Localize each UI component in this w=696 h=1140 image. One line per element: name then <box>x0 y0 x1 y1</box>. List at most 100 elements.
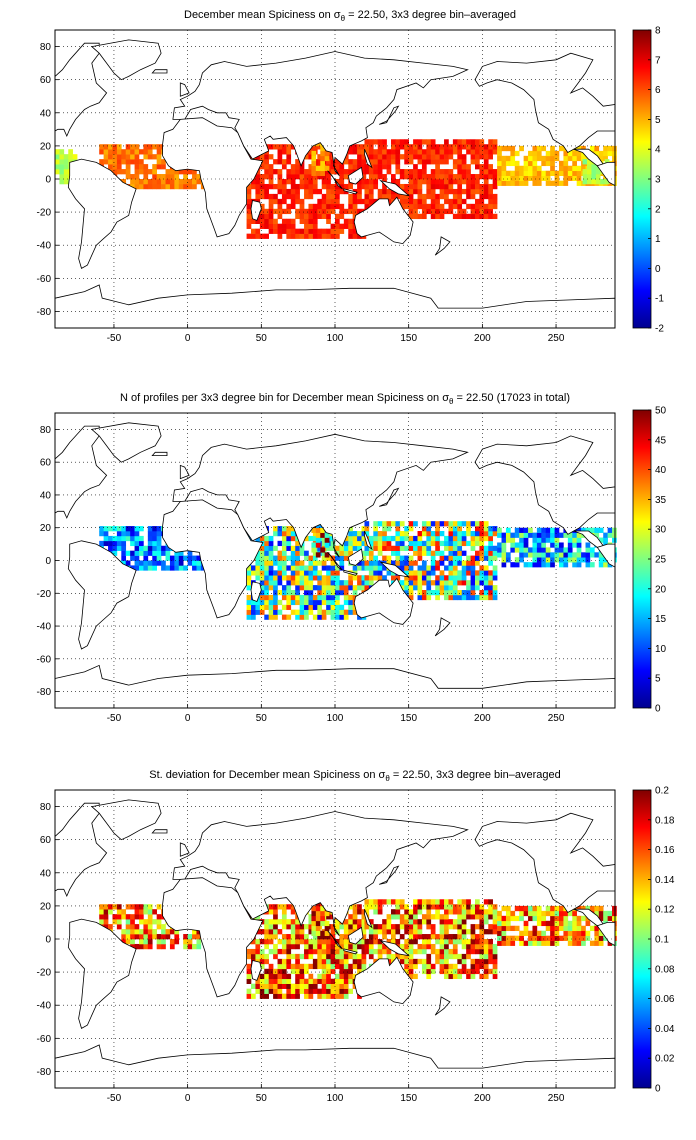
data-cell <box>475 535 480 542</box>
data-cell <box>395 526 401 532</box>
data-cell <box>308 149 314 155</box>
data-cell <box>308 555 314 561</box>
data-cell <box>321 174 327 180</box>
data-cell <box>103 154 109 160</box>
data-cell <box>483 594 489 601</box>
data-cell <box>413 188 418 195</box>
data-cell <box>404 953 409 960</box>
data-cell <box>470 179 476 185</box>
data-cell <box>413 963 418 970</box>
data-cell <box>528 930 533 936</box>
data-cell <box>470 924 476 930</box>
data-cell <box>501 145 507 152</box>
data-cell <box>348 223 353 229</box>
data-cell <box>377 948 383 955</box>
data-cell <box>343 939 349 945</box>
data-cell <box>320 160 325 167</box>
data-cell <box>523 527 529 533</box>
data-cell <box>255 183 261 190</box>
data-cell <box>550 155 555 162</box>
data-cell <box>519 905 524 912</box>
coastline <box>67 540 137 650</box>
data-cell <box>466 585 471 591</box>
data-cell <box>488 540 493 547</box>
data-cell <box>479 139 485 145</box>
data-cell <box>488 939 493 945</box>
data-cell <box>311 170 317 176</box>
data-cell <box>308 948 314 955</box>
data-cell <box>598 562 604 568</box>
data-cell <box>348 144 353 150</box>
data-cell <box>315 165 321 172</box>
data-cell <box>567 532 573 538</box>
data-cell <box>492 169 498 175</box>
data-cell <box>373 540 379 547</box>
data-cell <box>435 575 440 581</box>
data-cell <box>461 550 467 556</box>
data-cell <box>290 223 296 229</box>
data-cell <box>532 930 538 936</box>
y-tick-label: 20 <box>40 141 52 152</box>
data-cell <box>343 154 349 160</box>
data-cell <box>368 149 374 155</box>
data-cell <box>335 973 340 980</box>
data-cell <box>326 599 331 606</box>
data-cell <box>448 585 454 591</box>
data-cell <box>312 203 318 210</box>
data-cell <box>281 590 287 596</box>
data-cell <box>268 968 274 975</box>
data-cell <box>156 939 162 945</box>
data-cell <box>417 535 423 542</box>
data-cell <box>343 934 349 940</box>
data-cell <box>134 164 140 170</box>
data-cell <box>457 973 463 980</box>
data-cell <box>156 924 162 930</box>
data-cell <box>290 203 296 210</box>
x-tick-label: 50 <box>256 713 268 724</box>
data-cell <box>259 590 265 596</box>
data-cell <box>156 540 162 547</box>
data-cell <box>497 532 502 538</box>
data-cell <box>116 919 122 925</box>
data-cell <box>130 943 135 950</box>
data-cell <box>408 943 414 950</box>
data-cell <box>299 963 305 970</box>
data-cell <box>335 188 340 195</box>
coastline <box>434 996 451 1016</box>
data-cell <box>326 174 331 180</box>
data-cell <box>475 526 480 532</box>
data-cell <box>277 169 283 175</box>
data-cell <box>572 557 577 563</box>
data-cell <box>368 159 374 165</box>
data-cell <box>373 535 379 542</box>
data-cell <box>116 924 122 930</box>
data-cell <box>187 939 193 945</box>
data-cell <box>572 930 577 936</box>
data-cell <box>368 939 374 945</box>
data-cell <box>348 183 353 190</box>
data-cell <box>466 904 471 910</box>
data-cell <box>528 527 533 533</box>
data-cell <box>357 575 362 581</box>
data-cell <box>277 570 283 576</box>
data-cell <box>404 565 409 571</box>
data-cell <box>130 540 135 547</box>
data-cell <box>183 943 188 950</box>
data-cell <box>134 924 140 930</box>
data-cell <box>475 899 480 905</box>
data-cell <box>395 555 401 561</box>
data-cell <box>368 179 374 185</box>
data-cell <box>255 570 261 576</box>
data-cell <box>417 531 423 537</box>
data-cell <box>545 905 551 912</box>
data-cell <box>121 914 127 920</box>
data-cell <box>295 939 300 945</box>
data-cell <box>357 565 362 571</box>
data-cell <box>391 953 396 960</box>
data-cell <box>510 537 516 543</box>
data-cell <box>121 939 127 945</box>
data-cell <box>277 919 283 925</box>
data-cell <box>343 590 349 596</box>
data-cell <box>514 547 520 553</box>
data-cell <box>273 993 278 999</box>
